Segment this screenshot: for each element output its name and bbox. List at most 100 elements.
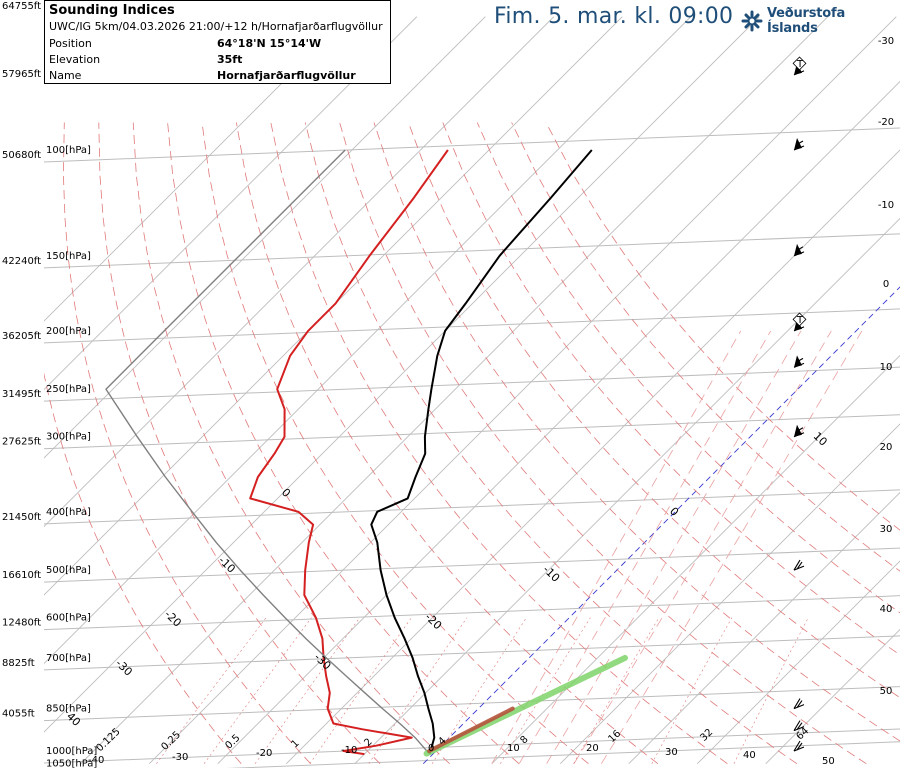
dry-adiabat-line	[98, 122, 381, 764]
isotherm-line	[559, 423, 900, 765]
altitude-tick-label: 4055ft	[2, 709, 35, 720]
valid-time-title: Fim. 5. mar. kl. 09:00	[494, 4, 734, 29]
temperature-line	[370, 149, 593, 755]
isobar-line	[44, 127, 900, 163]
isotherm-label: 10	[811, 430, 830, 449]
isobar-line	[44, 489, 900, 525]
svg-text:T: T	[796, 315, 804, 326]
moist-adiabat-line	[518, 330, 772, 764]
pressure-tick-label: 850[hPa]	[46, 704, 91, 715]
dry-adiabat-line	[408, 122, 900, 699]
altitude-tick-label: 12480ft	[2, 618, 41, 629]
pressure-tick-label: 500[hPa]	[46, 565, 91, 576]
moist-adiabat-line	[546, 330, 802, 764]
right-edge-label: 10	[880, 362, 893, 373]
sounding-info-box: Sounding Indices UWC/IG 5km/04.03.2026 2…	[44, 0, 391, 84]
isotherm-line	[44, 16, 418, 391]
mixing-ratio-line	[368, 617, 468, 764]
pressure-tick-label: 100[hPa]	[46, 145, 91, 156]
isotherm-line	[80, 16, 829, 765]
isotherm-line	[44, 16, 349, 322]
wind-barb-icon: T	[792, 312, 807, 332]
altitude-tick-label: 16610ft	[2, 570, 41, 581]
mixing-ratio-line	[651, 617, 733, 764]
bottom-isotherm-label: 0	[428, 743, 434, 754]
isotherm-line	[44, 16, 555, 528]
info-row-elevation: Elevation 35ft	[49, 51, 356, 67]
isotherm-line	[217, 80, 900, 765]
right-edge-label: -20	[878, 117, 894, 128]
mixing-ratio-label: 0.5	[223, 733, 242, 752]
bottom-isotherm-label: 10	[507, 743, 520, 754]
moist-adiabat-line	[573, 330, 832, 764]
dry-adiabat-line	[44, 372, 242, 764]
bottom-isotherm-label: -10	[341, 745, 357, 756]
right-edge-label: -30	[878, 36, 894, 47]
dry-adiabat-line	[201, 122, 589, 765]
isotherm-line	[44, 16, 486, 459]
org-name: Veðurstofa Íslands	[766, 6, 846, 36]
background-grid	[44, 16, 900, 768]
right-edge-label: 40	[880, 604, 893, 615]
info-value: 64°18'N 15°14'W	[217, 36, 322, 50]
left-isotherm-label: 0	[279, 486, 293, 500]
pressure-tick-label: 400[hPa]	[46, 507, 91, 518]
wind-barb-icon	[793, 138, 805, 151]
bottom-isotherm-label: -40	[88, 755, 104, 766]
altitude-tick-label: 36205ft	[2, 331, 41, 342]
mixing-ratio-line	[254, 617, 360, 764]
info-subtitle: UWC/IG 5km/04.03.2026 21:00/+12 h/Hornaf…	[49, 20, 383, 33]
dry-adiabat-line	[132, 122, 450, 764]
isotherm-line	[148, 16, 897, 765]
isotherm-line	[44, 16, 623, 596]
mixing-ratio-label: 64	[794, 726, 811, 743]
pressure-tick-label: 600[hPa]	[46, 613, 91, 624]
wind-barb-icon	[793, 740, 805, 752]
altitude-tick-label: 21450ft	[2, 512, 41, 523]
parcel-line	[105, 149, 431, 755]
vedurstofa-logo: Veðurstofa Íslands	[740, 6, 900, 36]
wind-barb-icon	[793, 424, 805, 438]
isotherm-line	[44, 16, 760, 733]
info-label: Position	[49, 36, 92, 50]
wind-barb-icon: T	[792, 56, 807, 76]
isotherm-label: -30	[312, 651, 334, 673]
pressure-tick-label: 200[hPa]	[46, 326, 91, 337]
altitude-tick-label: 50680ft	[2, 150, 41, 161]
wind-barb-icon	[793, 559, 805, 571]
bottom-isotherm-label: 30	[665, 747, 678, 758]
altitude-tick-label: 8825ft	[2, 658, 35, 669]
dry-adiabat-line	[545, 122, 900, 531]
dry-adiabat-line	[236, 122, 659, 765]
sounding-lines	[105, 149, 628, 757]
mixing-ratio-label: 32	[698, 727, 715, 744]
mixing-ratio-label: 16	[606, 728, 623, 745]
isotherm-label: -10	[540, 563, 562, 585]
right-edge-label: 50	[880, 686, 893, 697]
bottom-isotherm-label: -30	[172, 752, 188, 763]
dry-adiabat-line	[339, 122, 867, 765]
dry-adiabat-line	[270, 122, 728, 765]
info-value: 35ft	[217, 52, 243, 66]
isobar-line	[44, 308, 900, 344]
moist-adiabat-line	[491, 330, 742, 764]
altitude-tick-label: 57965ft	[2, 69, 41, 80]
info-title: Sounding Indices	[49, 3, 175, 18]
bottom-isotherm-label: 50	[822, 756, 835, 767]
moist-adiabat-line	[601, 330, 863, 764]
info-value: Hornafjarðarflugvöllur	[217, 68, 356, 82]
altitude-tick-label: 42240ft	[2, 256, 41, 267]
info-row-position: Position 64°18'N 15°14'W	[49, 35, 356, 51]
altitude-tick-label: 31495ft	[2, 389, 41, 400]
isotherm-line	[44, 16, 692, 665]
mixing-ratio-line	[733, 617, 809, 764]
wind-barbs: TT	[792, 56, 807, 752]
mixing-ratio-label: 0.125	[94, 726, 122, 754]
pressure-tick-label: 150[hPa]	[46, 251, 91, 262]
wind-barb-icon	[793, 698, 805, 710]
dry-adiabat-line	[304, 122, 798, 765]
dry-adiabat-line	[442, 122, 900, 656]
isobar-line	[44, 233, 900, 269]
isotherm-line	[285, 149, 900, 765]
